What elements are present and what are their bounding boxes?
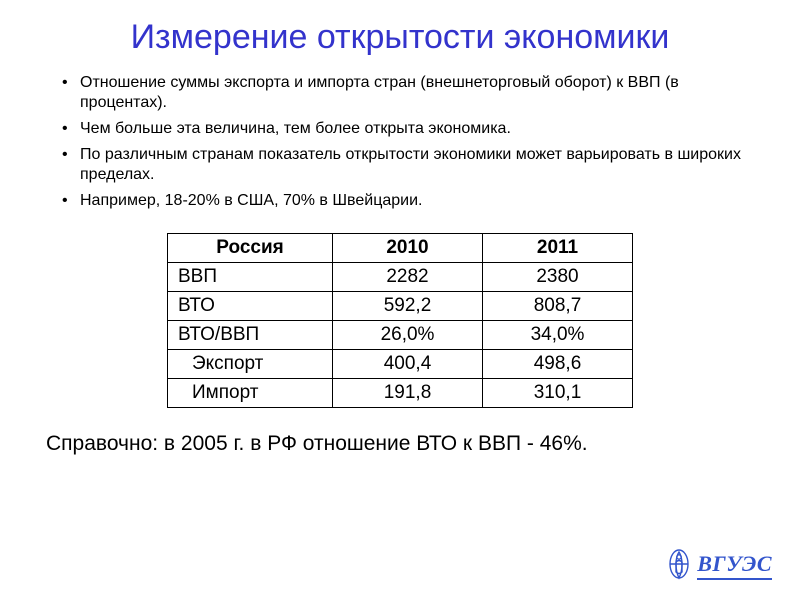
bullet-list: Отношение суммы экспорта и импорта стран… <box>62 73 760 211</box>
cell: 191,8 <box>333 379 483 408</box>
data-table: Россия 2010 2011 ВВП 2282 2380 ВТО 592,2… <box>167 233 633 408</box>
row-label: ВТО/ВВП <box>168 321 333 350</box>
bullet-item: Чем больше эта величина, тем более откры… <box>62 119 760 139</box>
col-header: 2011 <box>483 234 633 263</box>
logo: ВГУЭС <box>667 548 772 582</box>
table-row: Импорт 191,8 310,1 <box>168 379 633 408</box>
cell: 26,0% <box>333 321 483 350</box>
cell: 592,2 <box>333 292 483 321</box>
table-row: ВТО 592,2 808,7 <box>168 292 633 321</box>
cell: 310,1 <box>483 379 633 408</box>
cell: 498,6 <box>483 350 633 379</box>
logo-text: ВГУЭС <box>697 551 772 580</box>
row-label: ВТО <box>168 292 333 321</box>
cell: 400,4 <box>333 350 483 379</box>
cell: 2282 <box>333 263 483 292</box>
bullet-item: По различным странам показатель открытос… <box>62 145 760 185</box>
col-header: Россия <box>168 234 333 263</box>
row-label: ВВП <box>168 263 333 292</box>
table-header-row: Россия 2010 2011 <box>168 234 633 263</box>
footnote-text: Справочно: в 2005 г. в РФ отношение ВТО … <box>46 432 760 456</box>
cell: 2380 <box>483 263 633 292</box>
cell: 808,7 <box>483 292 633 321</box>
bullet-item: Например, 18-20% в США, 70% в Швейцарии. <box>62 191 760 211</box>
row-label: Экспорт <box>168 350 333 379</box>
slide-title: Измерение открытости экономики <box>40 18 760 57</box>
row-label: Импорт <box>168 379 333 408</box>
table-row: ВТО/ВВП 26,0% 34,0% <box>168 321 633 350</box>
bullet-item: Отношение суммы экспорта и импорта стран… <box>62 73 760 113</box>
cell: 34,0% <box>483 321 633 350</box>
col-header: 2010 <box>333 234 483 263</box>
table-row: Экспорт 400,4 498,6 <box>168 350 633 379</box>
table-row: ВВП 2282 2380 <box>168 263 633 292</box>
crest-icon <box>667 548 691 582</box>
